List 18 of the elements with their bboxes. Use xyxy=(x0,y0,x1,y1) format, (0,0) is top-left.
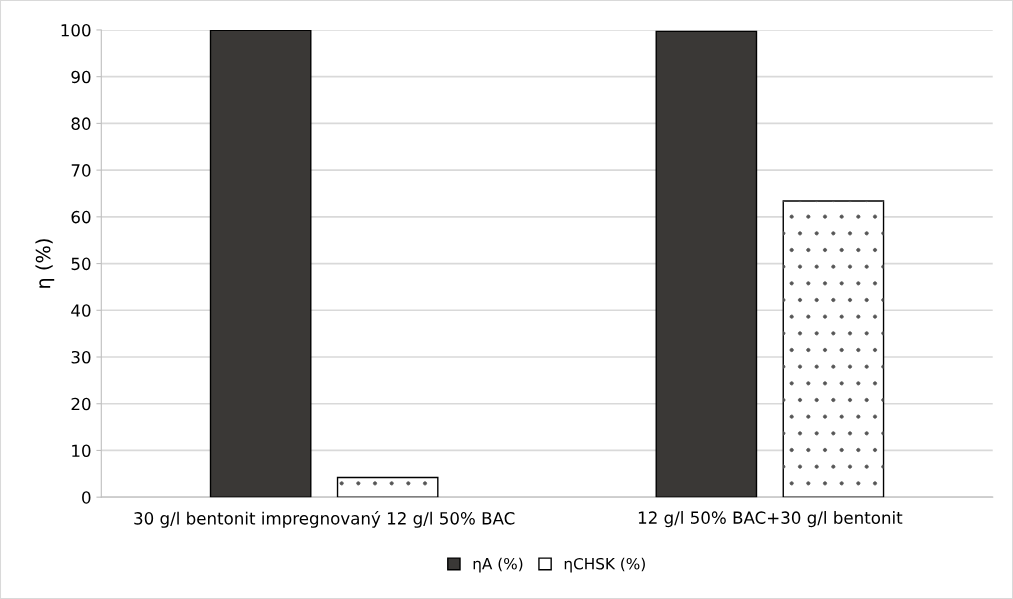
legend-label: ηA (%) xyxy=(473,557,523,573)
bar xyxy=(209,29,312,498)
x-tick-label: 30 g/l bentonit impregnovaný 12 g/l 50% BAC xyxy=(134,511,515,528)
y-tick-label: 0 xyxy=(82,491,91,504)
y-tick-label: 60 xyxy=(71,210,91,224)
y-tick-label: 10 xyxy=(72,444,91,458)
y-tick-label: 50 xyxy=(71,257,91,271)
y-tick-label: 90 xyxy=(71,70,91,84)
x-tick-label: 12 g/l 50% BAC+30 g/l bentonit xyxy=(638,511,903,528)
y-tick-label: 80 xyxy=(71,117,91,130)
y-tick-label: 100 xyxy=(61,23,91,37)
y-axis-title: η (%) xyxy=(35,239,55,288)
y-tick-label: 70 xyxy=(71,164,91,177)
y-tick-label: 30 xyxy=(71,350,91,364)
y-tick-label: 20 xyxy=(71,397,91,411)
legend-label: ηCHSK (%) xyxy=(564,557,645,573)
bar xyxy=(655,30,758,498)
y-tick-label: 40 xyxy=(71,304,91,317)
